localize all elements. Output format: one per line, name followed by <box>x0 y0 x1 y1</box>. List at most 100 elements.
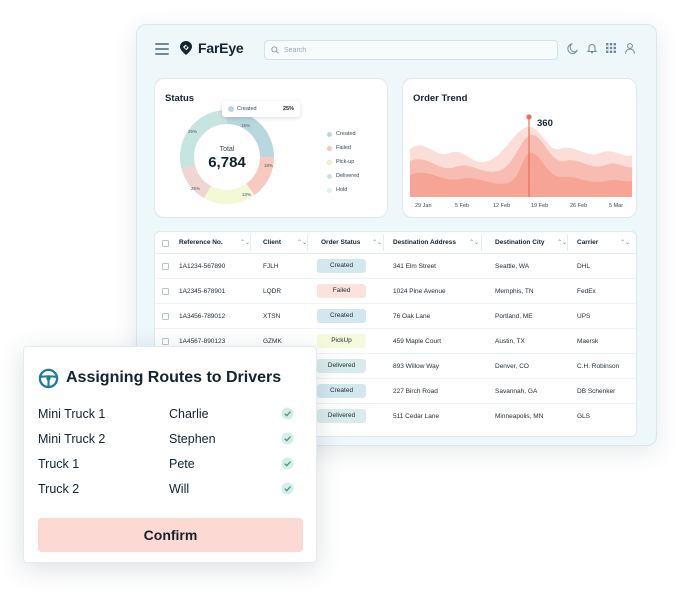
legend-label: Hold <box>336 187 348 193</box>
search-input[interactable]: Search <box>264 40 558 60</box>
column-header[interactable]: Destination City <box>495 239 545 246</box>
cell-address: 511 Cedar Lane <box>393 413 440 420</box>
order-trend-chart <box>410 114 632 197</box>
status-badge: Failed <box>317 284 366 298</box>
sort-icon[interactable]: ⌃⌄ <box>372 240 383 246</box>
cell-carrier: C.H. Robinson <box>577 363 620 370</box>
table-header: Reference No. ⌃⌄ Client ⌃⌄ Order Status … <box>155 232 636 254</box>
vehicle-name: Truck 2 <box>38 482 80 496</box>
sort-icon[interactable]: ⌃⌄ <box>469 240 480 246</box>
order-trend-card: Order Trend 360 29 Jan 5 Feb 12 Feb 19 F… <box>402 78 637 218</box>
search-placeholder: Search <box>284 46 307 54</box>
status-badge: Created <box>317 384 366 398</box>
menu-icon[interactable] <box>155 43 169 55</box>
trend-x-label: 5 Feb <box>455 203 470 209</box>
legend-dot <box>327 187 332 193</box>
brand-logo[interactable]: FarEye <box>178 40 244 56</box>
cell-city: Austin, TX <box>495 338 525 345</box>
slice-pct-1: 15% <box>241 123 251 128</box>
vehicle-name: Truck 1 <box>38 457 80 471</box>
table-row[interactable]: Delivered 893 Willow Way Denver, CO C.H.… <box>155 354 636 379</box>
modal-title: Assigning Routes to Drivers <box>66 369 282 386</box>
driver-name: Charlie <box>169 407 209 421</box>
legend-item[interactable]: Created <box>327 127 359 141</box>
cell-reference: 1A2345-678901 <box>179 288 226 295</box>
tooltip-label: Created <box>237 106 257 112</box>
trend-wave-front <box>410 152 632 197</box>
select-all-checkbox[interactable] <box>162 240 169 247</box>
sort-icon[interactable]: ⌃⌄ <box>240 240 251 246</box>
check-icon <box>281 457 294 470</box>
sort-icon[interactable]: ⌃⌄ <box>620 240 631 246</box>
column-header[interactable]: Reference No. <box>179 239 223 246</box>
row-checkbox[interactable] <box>162 338 169 345</box>
assignment-row[interactable]: Mini Truck 2 Stephen <box>24 429 316 451</box>
table-row[interactable]: 1A1234-567890 FJLH Created 341 Elm Stree… <box>155 254 636 279</box>
legend-item[interactable]: Delivered <box>327 169 359 183</box>
trend-marker-point[interactable] <box>526 114 532 120</box>
table-row[interactable]: 1A2345-678901 LQDR Failed 1024 Pine Aven… <box>155 279 636 304</box>
row-checkbox[interactable] <box>162 313 169 320</box>
donut-center: Total 6,784 <box>177 146 277 171</box>
assignment-row[interactable]: Mini Truck 1 Charlie <box>24 404 316 426</box>
cell-address: 76 Oak Lane <box>393 313 431 320</box>
legend-dot <box>327 131 332 137</box>
column-header[interactable]: Client <box>263 239 282 246</box>
column-header[interactable]: Destination Address <box>393 239 456 246</box>
slice-pct-4: 25% <box>191 186 201 191</box>
cell-reference: 1A1234-567890 <box>179 263 226 270</box>
status-legend: Created Failed Pick-up Delivered Hold <box>327 127 359 197</box>
column-header[interactable]: Carrier <box>577 239 599 246</box>
confirm-button[interactable]: Confirm <box>38 518 303 552</box>
legend-label: Failed <box>336 145 351 151</box>
row-checkbox[interactable] <box>162 263 169 270</box>
status-badge: Created <box>317 309 366 323</box>
legend-dot <box>327 159 332 165</box>
cell-city: Seattle, WA <box>495 263 530 270</box>
cell-address: 459 Maple Court <box>393 338 442 345</box>
table-row[interactable]: Delivered 511 Cedar Lane Minneapolis, MN… <box>155 404 636 429</box>
legend-item[interactable]: Failed <box>327 141 359 155</box>
legend-dot <box>327 173 332 179</box>
status-donut-chart <box>180 110 274 204</box>
table-row[interactable]: Created 227 Birch Road Savannah, GA DB S… <box>155 379 636 404</box>
assign-routes-modal: Assigning Routes to Drivers Mini Truck 1… <box>23 346 317 563</box>
tooltip-value: 25% <box>282 106 294 112</box>
trend-x-label: 12 Feb <box>493 203 511 209</box>
column-header[interactable]: Order Status <box>321 239 361 246</box>
sort-icon[interactable]: ⌃⌄ <box>297 240 308 246</box>
status-badge: PickUp <box>317 334 366 348</box>
assignment-row[interactable]: Truck 2 Will <box>24 479 316 501</box>
user-icon[interactable] <box>624 42 636 54</box>
trend-peak-value: 360 <box>537 118 553 129</box>
legend-item[interactable]: Hold <box>327 183 359 197</box>
table-row[interactable]: 1A3456-789012 XTSN Created 76 Oak Lane P… <box>155 304 636 329</box>
slice-pct-3: 13% <box>242 192 252 197</box>
cell-client: GZMK <box>263 338 282 345</box>
table-row[interactable]: 1A4567-890123 GZMK PickUp 459 Maple Cour… <box>155 329 636 354</box>
cell-carrier: FedEx <box>577 288 596 295</box>
row-checkbox[interactable] <box>162 288 169 295</box>
legend-label: Created <box>336 131 356 137</box>
status-badge: Delivered <box>317 359 366 373</box>
assignment-row[interactable]: Truck 1 Pete <box>24 454 316 476</box>
sort-icon[interactable]: ⌃⌄ <box>557 240 568 246</box>
moon-icon[interactable] <box>567 42 579 54</box>
cell-client: LQDR <box>263 288 282 295</box>
cell-address: 341 Elm Street <box>393 263 436 270</box>
cell-address: 893 Willow Way <box>393 363 439 370</box>
apps-grid-icon[interactable] <box>605 42 617 54</box>
column-divider <box>383 235 384 251</box>
bell-icon[interactable] <box>586 42 598 54</box>
status-card: Status 15% 18% 13% 25% 25% Total 6,784 C… <box>154 78 388 218</box>
trend-x-label: 5 Mar <box>609 203 624 209</box>
cell-client: FJLH <box>263 263 279 270</box>
total-label: Total <box>219 146 235 153</box>
legend-dot <box>327 145 332 151</box>
legend-label: Delivered <box>336 173 360 179</box>
legend-item[interactable]: Pick-up <box>327 155 359 169</box>
column-divider <box>481 235 482 251</box>
top-bar: FarEye Search <box>137 25 656 75</box>
slice-pct-2: 18% <box>264 163 274 168</box>
cell-address: 1024 Pine Avenue <box>393 288 446 295</box>
